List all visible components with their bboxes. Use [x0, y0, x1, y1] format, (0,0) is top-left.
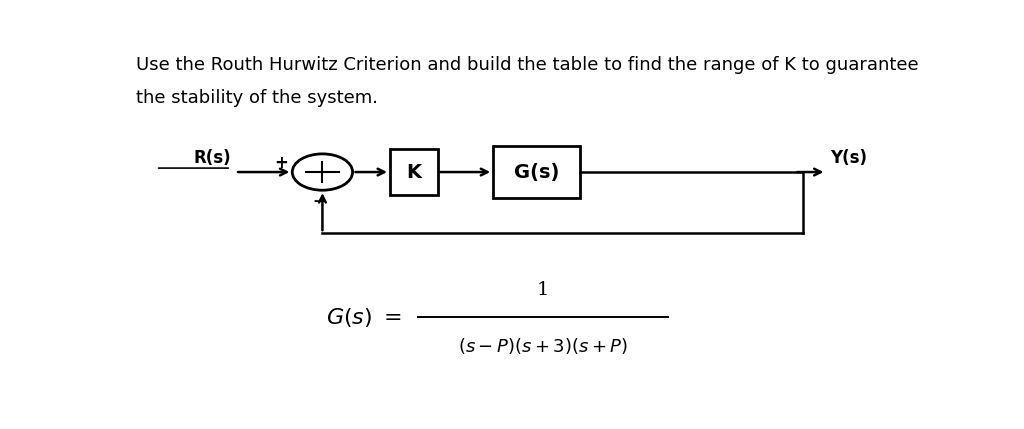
Text: −: −	[312, 193, 325, 208]
Text: 1: 1	[537, 281, 549, 299]
Text: $(s-P)(s+3)(s+P)$: $(s-P)(s+3)(s+P)$	[458, 335, 628, 356]
Text: the stability of the system.: the stability of the system.	[136, 90, 378, 108]
Text: Use the Routh Hurwitz Criterion and build the table to find the range of K to gu: Use the Routh Hurwitz Criterion and buil…	[136, 57, 919, 75]
Text: R(s): R(s)	[194, 149, 231, 167]
Text: +: +	[274, 154, 289, 172]
Bar	[390, 149, 437, 195]
Bar	[494, 145, 581, 199]
Text: Y(s): Y(s)	[830, 149, 867, 167]
Text: G(s): G(s)	[514, 163, 559, 181]
Text: $G(s)$ $=$: $G(s)$ $=$	[327, 306, 402, 329]
Text: K: K	[407, 163, 421, 181]
